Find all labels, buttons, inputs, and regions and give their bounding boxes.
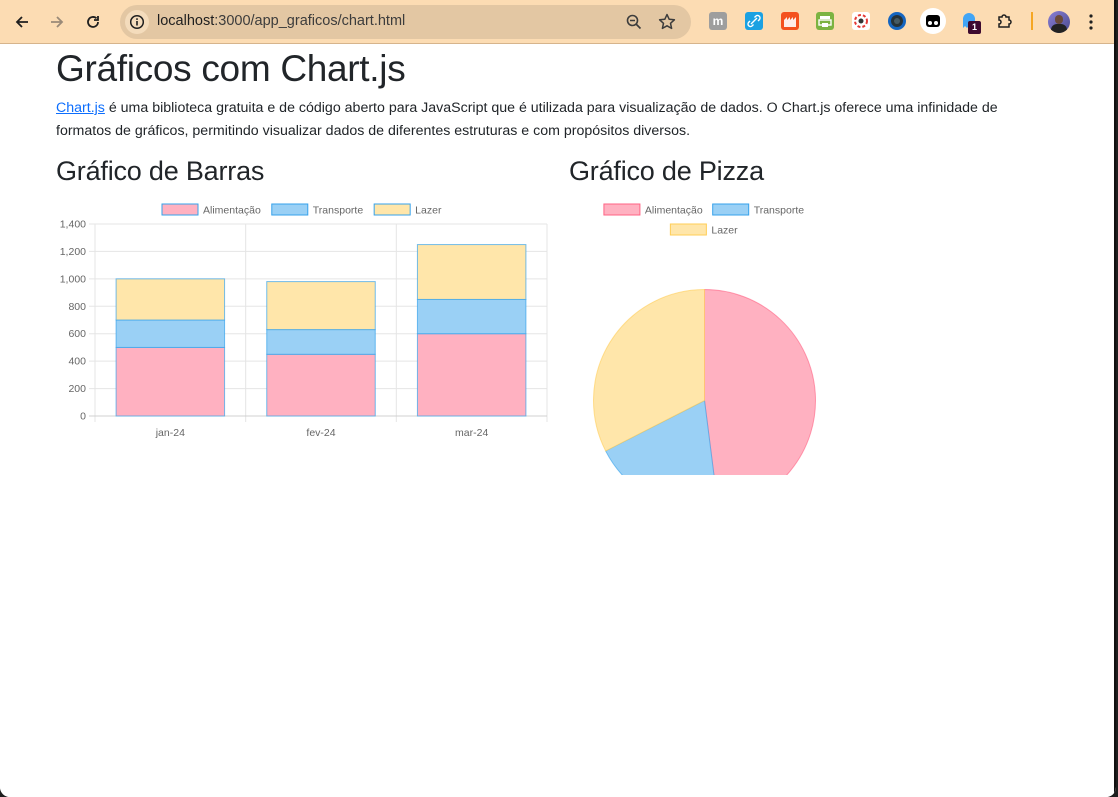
y-tick-label: 1,000 [60, 273, 86, 285]
legend-item-2[interactable]: Lazer [373, 203, 442, 217]
site-info-button[interactable] [125, 10, 149, 34]
browser-toolbar: localhost:3000/app_graficos/chart.html m [0, 0, 1116, 44]
bar-segment[interactable] [266, 281, 376, 331]
dark-circle-extension-icon[interactable] [888, 12, 906, 30]
reload-button[interactable] [80, 9, 106, 35]
x-tick-label: mar-24 [455, 427, 488, 439]
bar-chart-title: Gráfico de Barras [56, 156, 265, 186]
url-text[interactable]: localhost:3000/app_graficos/chart.html [157, 13, 405, 29]
chartjs-link[interactable]: Chart.js [56, 100, 105, 116]
extensions-button[interactable] [996, 12, 1014, 35]
intro-text: é uma biblioteca gratuita e de código ab… [56, 100, 998, 139]
pie-slice-2[interactable] [593, 288, 705, 452]
intro-paragraph: Chart.js é uma biblioteca gratuita e de … [56, 97, 1056, 142]
bar-segment[interactable] [416, 244, 527, 300]
browser-menu-button[interactable] [1088, 13, 1094, 36]
page-title: Gráficos com Chart.js [56, 48, 406, 89]
window-edge [1114, 0, 1116, 797]
forward-button[interactable] [44, 9, 70, 35]
bar-segment[interactable] [115, 346, 226, 417]
arrow-left-icon [15, 16, 28, 28]
pie-slice-1[interactable] [604, 399, 719, 476]
factory-extension-icon[interactable] [781, 12, 799, 30]
pie-chart[interactable]: Alimentação Transporte Lazer [570, 195, 830, 475]
toolbar-divider [1031, 12, 1033, 30]
link-extension-icon[interactable] [745, 12, 763, 30]
bar-segment[interactable] [266, 353, 376, 417]
ghost-extension-icon[interactable]: 1 [961, 12, 981, 34]
bar-segment[interactable] [416, 298, 527, 335]
profile-avatar[interactable] [1048, 11, 1070, 33]
bar-segment[interactable] [115, 319, 226, 348]
printer-extension-icon[interactable] [816, 12, 834, 30]
pie-chart-title: Gráfico de Pizza [569, 156, 764, 186]
x-tick-label: jan-24 [155, 427, 185, 439]
y-tick-label: 1,400 [60, 219, 86, 231]
extension-badge: 1 [968, 21, 981, 34]
y-tick-label: 1,200 [60, 246, 86, 258]
reload-icon [87, 16, 99, 28]
pie-legend-item-2[interactable]: Lazer [669, 223, 738, 237]
y-tick-label: 0 [80, 411, 86, 423]
bar-segment[interactable] [266, 329, 376, 355]
zoom-button[interactable] [625, 13, 643, 36]
info-icon [129, 14, 145, 30]
legend-item-1[interactable]: Transporte [271, 203, 364, 217]
tampermonkey-extension-icon[interactable] [920, 8, 946, 34]
pie-slice-0[interactable] [704, 288, 816, 476]
page-content: Gráficos com Chart.js Chart.js é uma bib… [0, 45, 1116, 797]
y-tick-label: 600 [68, 328, 86, 340]
y-tick-label: 400 [68, 356, 86, 368]
pie-legend-item-1[interactable]: Transporte [712, 203, 805, 217]
legend-label: Alimentação [203, 205, 261, 217]
url-path: :3000/app_graficos/chart.html [214, 13, 406, 29]
bookmark-button[interactable] [657, 12, 677, 37]
legend-label: Lazer [711, 225, 738, 237]
bar-segment[interactable] [115, 278, 226, 321]
legend-label: Lazer [415, 205, 442, 217]
arrow-right-icon [51, 16, 64, 28]
address-bar[interactable]: localhost:3000/app_graficos/chart.html [120, 5, 691, 39]
legend-label: Transporte [313, 205, 364, 217]
color-picker-extension-icon[interactable] [852, 12, 870, 30]
zoom-out-icon [626, 14, 642, 30]
legend-item-0[interactable]: Alimentação [161, 203, 261, 217]
bar-segment[interactable] [416, 333, 527, 417]
legend-label: Alimentação [645, 205, 703, 217]
star-icon [658, 13, 676, 30]
m-extension-icon[interactable]: m [709, 12, 727, 30]
kebab-menu-icon [1089, 14, 1093, 30]
pie-legend-item-0[interactable]: Alimentação [603, 203, 703, 217]
back-button[interactable] [9, 9, 35, 35]
bar-chart[interactable]: Alimentação Transporte Lazer 0 200 400 600 800 1… [50, 195, 555, 495]
y-tick-label: 800 [68, 301, 86, 313]
legend-label: Transporte [754, 205, 805, 217]
puzzle-extensions-icon [998, 14, 1012, 28]
url-host: localhost [157, 13, 215, 29]
y-tick-label: 200 [68, 383, 86, 395]
x-tick-label: fev-24 [306, 427, 335, 439]
